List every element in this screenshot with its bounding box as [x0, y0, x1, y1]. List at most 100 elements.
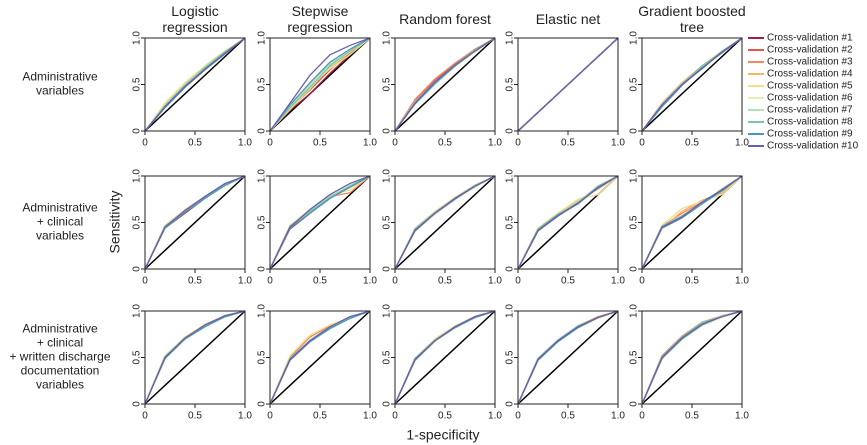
reference-diagonal	[517, 310, 619, 405]
roc-curve	[517, 37, 619, 132]
reference-diagonal	[144, 175, 246, 270]
y-tick-label: 0	[505, 128, 516, 134]
x-tick-label: 0.5	[685, 411, 699, 422]
y-tick-label: 1.0	[132, 31, 143, 45]
panel-frame	[641, 37, 743, 132]
panel-frame	[269, 310, 371, 405]
x-tick-label: 0	[142, 411, 148, 422]
reference-diagonal	[641, 310, 743, 405]
panel-frame	[394, 310, 496, 405]
y-axis-label: Sensitivity	[107, 190, 123, 253]
roc-curve	[144, 310, 246, 405]
y-tick-label: 0.5	[629, 77, 640, 91]
legend-label: Cross-validation #3	[767, 57, 853, 68]
reference-diagonal	[641, 37, 743, 132]
x-tick-label: 1.0	[363, 276, 377, 287]
y-tick-label: 0	[257, 128, 268, 134]
x-tick-label: 0.5	[561, 276, 575, 287]
panel-frame	[144, 175, 246, 270]
y-tick-label: 0	[629, 401, 640, 407]
legend-label: Cross-validation #9	[767, 129, 853, 140]
roc-curve	[517, 310, 619, 405]
y-tick-label: 0.5	[257, 215, 268, 229]
panel-frame	[641, 310, 743, 405]
panel-frame	[517, 310, 619, 405]
y-tick-label: 0	[132, 128, 143, 134]
column-title: Gradient boosted tree	[638, 3, 745, 35]
x-tick-label: 1.0	[735, 411, 749, 422]
roc-curve	[394, 37, 496, 132]
x-tick-label: 0	[142, 276, 148, 287]
x-tick-label: 1.0	[488, 276, 502, 287]
panel-frame	[394, 175, 496, 270]
legend-label: Cross-validation #4	[767, 69, 853, 80]
x-tick-label: 0.5	[188, 411, 202, 422]
y-tick-label: 0.5	[382, 215, 393, 229]
roc-curve	[641, 37, 743, 132]
roc-curve	[269, 37, 371, 132]
y-tick-label: 0.5	[382, 77, 393, 91]
column-title: Logistic regression	[162, 3, 227, 35]
y-tick-label: 1.0	[257, 31, 268, 45]
roc-curve	[269, 175, 371, 270]
y-tick-label: 0.5	[505, 77, 516, 91]
y-tick-label: 0	[505, 401, 516, 407]
x-tick-label: 1.0	[363, 411, 377, 422]
legend-label: Cross-validation #5	[767, 81, 853, 92]
panel-frame	[517, 37, 619, 132]
x-tick-label: 1.0	[363, 138, 377, 149]
x-axis-label: 1-specificity	[406, 427, 479, 443]
y-tick-label: 0.5	[132, 215, 143, 229]
x-tick-label: 0	[392, 276, 398, 287]
y-tick-label: 0	[382, 128, 393, 134]
y-tick-label: 1.0	[382, 169, 393, 183]
panel-frame	[394, 37, 496, 132]
roc-curve	[394, 175, 496, 270]
legend-label: Cross-validation #6	[767, 93, 853, 104]
y-tick-label: 1.0	[132, 169, 143, 183]
y-tick-label: 0	[132, 401, 143, 407]
y-tick-label: 1.0	[629, 304, 640, 318]
roc-curve	[269, 37, 371, 132]
panel-frame	[517, 175, 619, 270]
column-title: Stepwise regression	[287, 3, 352, 35]
column-title: Random forest	[399, 11, 491, 27]
x-tick-label: 1.0	[611, 138, 625, 149]
roc-curve	[144, 37, 246, 132]
x-tick-label: 0	[515, 411, 521, 422]
x-tick-label: 0.5	[313, 138, 327, 149]
row-label: Administrative variables	[22, 70, 98, 98]
y-tick-label: 0.5	[257, 77, 268, 91]
y-tick-label: 0.5	[382, 350, 393, 364]
panel-frame	[641, 175, 743, 270]
x-tick-label: 0	[392, 411, 398, 422]
y-tick-label: 1.0	[382, 304, 393, 318]
x-tick-label: 1.0	[488, 411, 502, 422]
x-tick-label: 0	[515, 276, 521, 287]
x-tick-label: 0.5	[313, 411, 327, 422]
x-tick-label: 1.0	[611, 276, 625, 287]
y-tick-label: 0	[629, 266, 640, 272]
x-tick-label: 0	[267, 276, 273, 287]
x-tick-label: 0	[142, 138, 148, 149]
y-tick-label: 0	[257, 266, 268, 272]
y-tick-label: 0.5	[505, 350, 516, 364]
roc-curve	[641, 175, 743, 270]
row-label: Administrative + clinical variables	[22, 201, 98, 243]
reference-diagonal	[144, 310, 246, 405]
x-tick-label: 1.0	[238, 138, 252, 149]
roc-curve	[144, 175, 246, 270]
y-tick-label: 0.5	[257, 350, 268, 364]
row-label: Administrative + clinical + written discha…	[9, 322, 110, 392]
y-tick-label: 1.0	[132, 304, 143, 318]
roc-curve	[269, 37, 371, 132]
legend-label: Cross-validation #2	[767, 45, 853, 56]
x-tick-label: 0.5	[188, 276, 202, 287]
x-tick-label: 0.5	[313, 276, 327, 287]
y-tick-label: 0	[132, 266, 143, 272]
x-tick-label: 0.5	[561, 138, 575, 149]
x-tick-label: 0.5	[685, 276, 699, 287]
roc-curve	[269, 310, 371, 405]
roc-curve	[517, 175, 619, 270]
